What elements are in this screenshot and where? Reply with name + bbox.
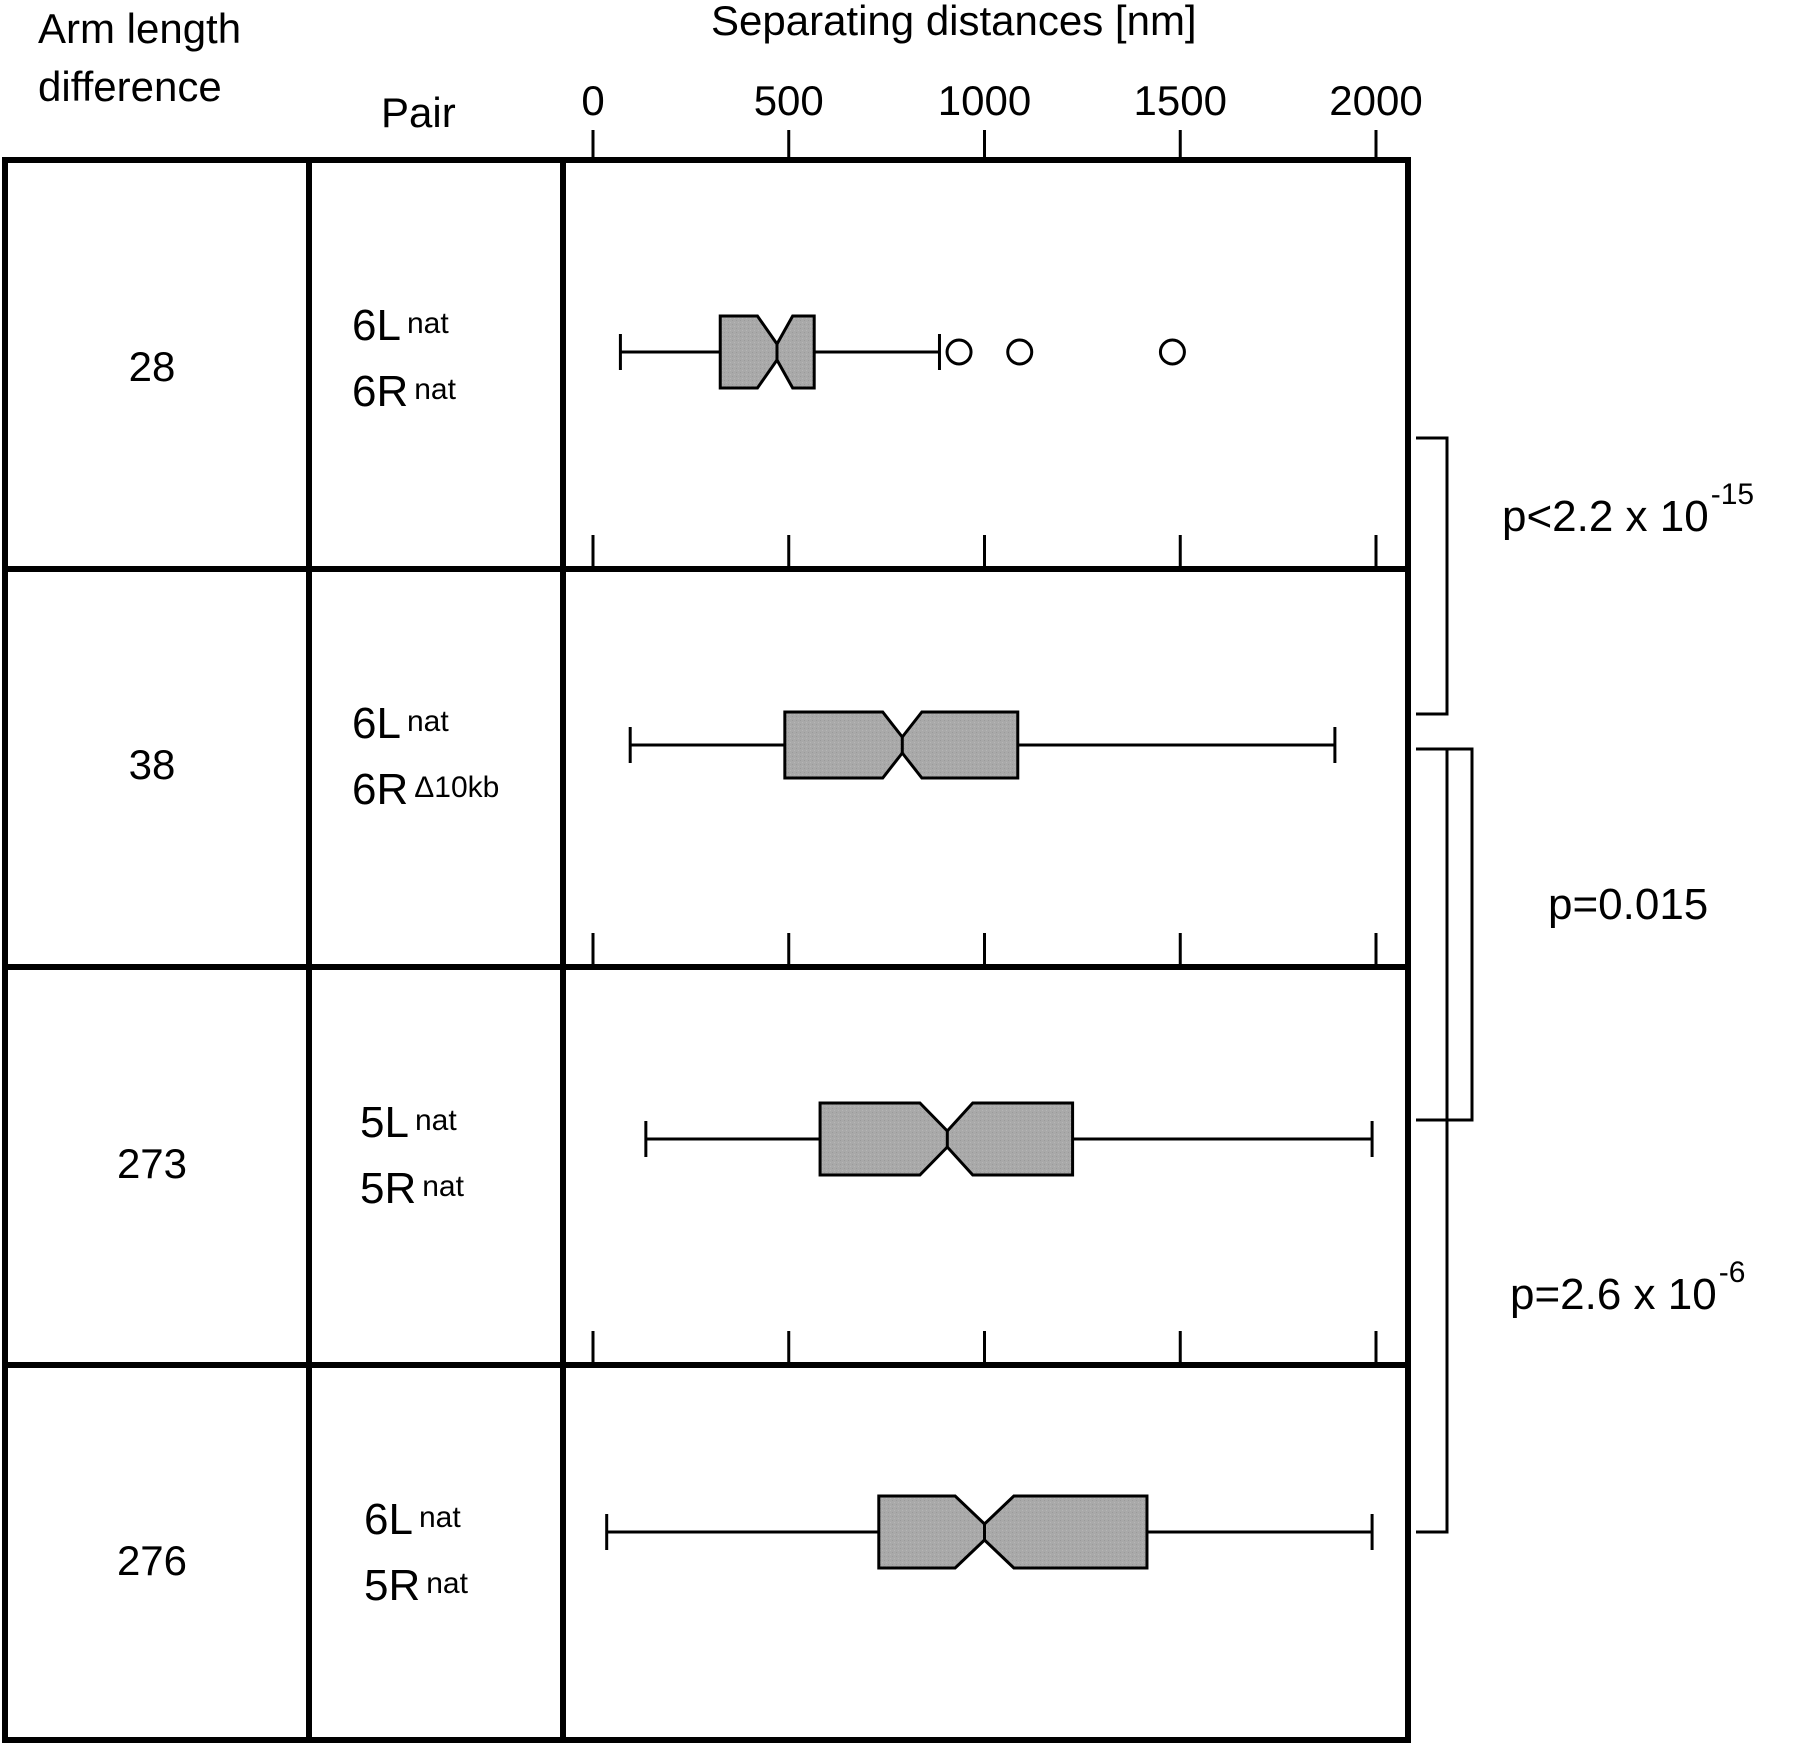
comparison-brackets	[1416, 436, 1474, 1534]
table-grid	[2, 157, 1411, 1743]
bracket-28-38	[1416, 436, 1449, 716]
x-tick-label: 500	[754, 77, 824, 124]
arm-length-header-line1: Arm length	[38, 5, 242, 52]
p-value-label: p=2.6 x 10-6	[1510, 1256, 1745, 1320]
pair-label: 6L nat 5R nat	[364, 1487, 468, 1619]
chromosome-arm: 5R	[364, 1561, 421, 1610]
p-value-label: p<2.2 x 10-15	[1502, 478, 1754, 542]
p-value-exponent: -15	[1710, 478, 1755, 511]
row-axes	[591, 535, 1378, 1362]
x-tick-label: 1500	[1134, 77, 1227, 124]
x-axis-top: 0 500 1000 1500 2000	[581, 77, 1423, 160]
allele-superscript: nat	[414, 373, 456, 406]
arm-length-value: 38	[128, 741, 176, 788]
pair-label: 6L nat 6R nat	[352, 293, 456, 425]
chromosome-arm: 6L	[352, 301, 401, 350]
allele-superscript: nat	[418, 1501, 461, 1534]
notched-box	[877, 1494, 1149, 1570]
arm-length-value: 276	[116, 1537, 188, 1584]
box-plot-row	[628, 710, 1337, 780]
pair-label-line: 5R nat	[360, 1156, 464, 1222]
allele-superscript: nat	[414, 1104, 457, 1137]
p-value-text: p=0.015	[1548, 880, 1709, 929]
pair-label-line: 6L nat	[352, 691, 499, 757]
pair-label-line: 6R Δ10kb	[352, 757, 499, 823]
pair-label: 6L nat 6R Δ10kb	[352, 691, 499, 823]
x-axis-title: Separating distances [nm]	[711, 0, 1197, 44]
x-tick-label: 1000	[938, 77, 1031, 124]
box-plots	[605, 314, 1374, 1570]
arm-length-header-line2: difference	[38, 63, 222, 110]
outlier-point	[1006, 338, 1034, 366]
bracket-38-273	[1416, 747, 1474, 1122]
arm-length-header: Arm length difference	[38, 0, 241, 116]
pair-label: 5L nat 5R nat	[360, 1090, 464, 1222]
chromosome-arm: 5R	[360, 1164, 417, 1213]
chromosome-arm: 6R	[352, 765, 409, 814]
chromosome-arm: 6L	[352, 699, 401, 748]
pair-label-line: 6L nat	[364, 1487, 468, 1553]
pair-header: Pair	[381, 89, 456, 136]
allele-superscript: nat	[426, 1567, 468, 1600]
pair-label-line: 5L nat	[360, 1090, 464, 1156]
x-tick-label: 0	[581, 77, 604, 124]
allele-superscript: nat	[406, 705, 449, 738]
chromosome-arm: 6R	[352, 367, 409, 416]
table-border	[2, 157, 1411, 1743]
box-plot-row	[605, 1494, 1374, 1570]
chromosome-arm: 6L	[364, 1495, 413, 1544]
arm-length-value: 273	[116, 1140, 188, 1187]
outlier-point	[1158, 338, 1186, 366]
x-tick-label: 2000	[1329, 77, 1422, 124]
box-plot-row	[618, 314, 1186, 390]
p-value-label: p=0.015	[1548, 880, 1708, 930]
bracket-38-276	[1416, 747, 1449, 1534]
pair-label-line: 6R nat	[352, 359, 456, 425]
pair-label-line: 5R nat	[364, 1553, 468, 1619]
box-plot-row	[644, 1101, 1374, 1177]
pair-label-line: 6L nat	[352, 293, 456, 359]
chromosome-arm: 5L	[360, 1098, 409, 1147]
p-value-text: p=2.6 x 10	[1510, 1270, 1717, 1319]
outlier-point	[945, 338, 973, 366]
allele-superscript: nat	[406, 307, 449, 340]
p-value-exponent: -6	[1718, 1256, 1746, 1289]
p-value-text: p<2.2 x 10	[1502, 492, 1709, 541]
notched-box	[718, 314, 816, 390]
allele-superscript: Δ10kb	[414, 771, 500, 804]
allele-superscript: nat	[422, 1170, 464, 1203]
arm-length-value: 28	[128, 343, 176, 390]
